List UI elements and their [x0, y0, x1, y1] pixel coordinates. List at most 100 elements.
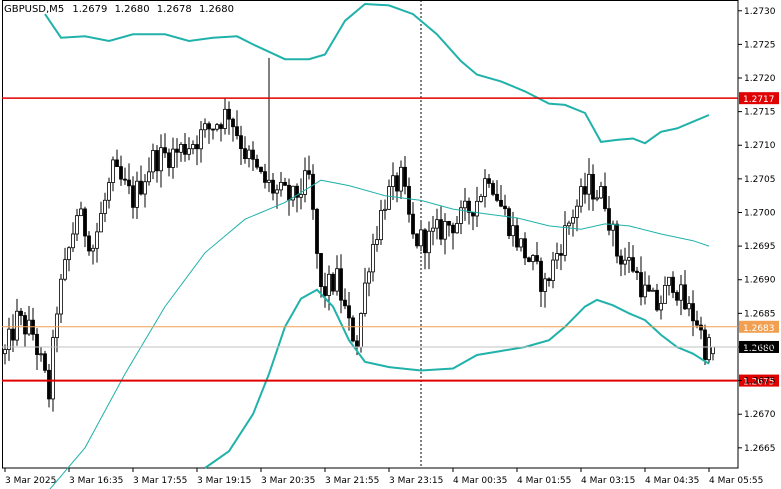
x-tick-label: 4 Mar 01:55 [517, 476, 571, 486]
x-tick-label: 4 Mar 00:35 [453, 476, 507, 486]
candle-body [15, 310, 19, 341]
candle-body [299, 194, 303, 198]
candle-body [287, 184, 291, 201]
candle-body [323, 286, 327, 296]
candle-body [51, 337, 55, 400]
candle-body [659, 302, 663, 311]
candle-body [111, 159, 115, 183]
y-tick-label: 1.2680 [744, 343, 776, 353]
candle-body [419, 229, 423, 247]
candle-body [43, 353, 47, 371]
candle-body [667, 276, 671, 286]
x-tick-label: 4 Mar 04:35 [645, 476, 699, 486]
candle-body [699, 324, 703, 331]
candle-body [19, 310, 23, 316]
candle-body [47, 369, 51, 400]
candle-body [355, 340, 359, 348]
candle-body [455, 223, 459, 234]
candle-body [115, 159, 119, 167]
candle-body [223, 108, 227, 129]
candle-body [619, 255, 623, 265]
candle-body [63, 259, 67, 280]
candle-body [75, 215, 79, 235]
candle-body [387, 186, 391, 210]
candle-body [179, 143, 183, 153]
candle-body [163, 147, 167, 154]
candle-body [507, 208, 511, 237]
candle-body [495, 193, 499, 201]
candle-body [83, 208, 87, 237]
close-value: 1.2680 [198, 4, 234, 15]
y-tick-label: 1.2730 [744, 7, 776, 17]
candle-body [315, 208, 319, 254]
candle-body [683, 284, 687, 310]
x-tick-label: 3 Mar 23:15 [389, 476, 443, 486]
candle-body [219, 124, 223, 129]
candle-body [407, 185, 411, 215]
level-label-bg-2 [739, 340, 779, 353]
candle-body [439, 219, 443, 240]
candle-body [363, 282, 367, 314]
candle-body [675, 292, 679, 301]
level-label-3: 1.2675 [743, 378, 775, 388]
candle-body [491, 183, 495, 195]
candle-body [87, 235, 91, 252]
y-tick-label: 1.2685 [744, 309, 776, 319]
bollinger-upper-line [44, 2, 710, 145]
candle-body [371, 244, 375, 273]
candle-body [679, 284, 683, 301]
candle-body [275, 189, 279, 194]
y-tick-label: 1.2675 [744, 377, 776, 387]
x-tick-label: 4 Mar 03:15 [581, 476, 635, 486]
candle-body [307, 170, 311, 175]
candle-body [607, 208, 611, 231]
y-tick-label: 1.2700 [744, 208, 776, 218]
candle-body [295, 185, 299, 198]
level-label-0: 1.2717 [743, 95, 775, 105]
candle-body [631, 257, 635, 272]
y-tick-label: 1.2710 [744, 141, 776, 151]
y-tick-label: 1.2690 [744, 276, 776, 286]
candle-body [427, 230, 431, 254]
candle-body [623, 259, 627, 265]
y-tick-label: 1.2670 [744, 410, 776, 420]
candle-body [423, 229, 427, 254]
candle-body [215, 124, 219, 130]
candle-body [259, 166, 263, 173]
candle-body [119, 166, 123, 180]
candle-body [255, 158, 259, 168]
candle-body [227, 108, 231, 120]
candle-body [379, 210, 383, 241]
candle-body [195, 144, 199, 150]
candle-body [579, 186, 583, 207]
candle-body [359, 313, 363, 348]
candle-body [447, 221, 451, 226]
candle-body [591, 173, 595, 200]
candle-body [131, 185, 135, 208]
candle-body [375, 239, 379, 245]
candle-body [107, 182, 111, 201]
candle-body [539, 260, 543, 292]
candle-body [547, 278, 551, 282]
candle-body [595, 197, 599, 200]
x-tick-label: 3 Mar 17:55 [133, 476, 187, 486]
candle-body [479, 196, 483, 202]
candle-body [467, 200, 471, 213]
symbol-label: GBPUSD,M5 [4, 4, 65, 15]
candle-body [23, 315, 27, 335]
candle-body [463, 200, 467, 209]
high-value: 1.2680 [114, 4, 150, 15]
candle-body [35, 333, 39, 355]
level-label-bg-0 [739, 92, 779, 105]
y-tick-label: 1.2705 [744, 175, 776, 185]
candle-body [351, 317, 355, 342]
x-tick-label: 3 Mar 21:55 [325, 476, 379, 486]
candle-body [519, 238, 523, 248]
candle-body [663, 284, 667, 304]
candle-body [203, 123, 207, 131]
candle-body [639, 272, 643, 298]
candle-body [567, 222, 571, 227]
candle-body [571, 217, 575, 224]
candle-body [55, 313, 59, 339]
